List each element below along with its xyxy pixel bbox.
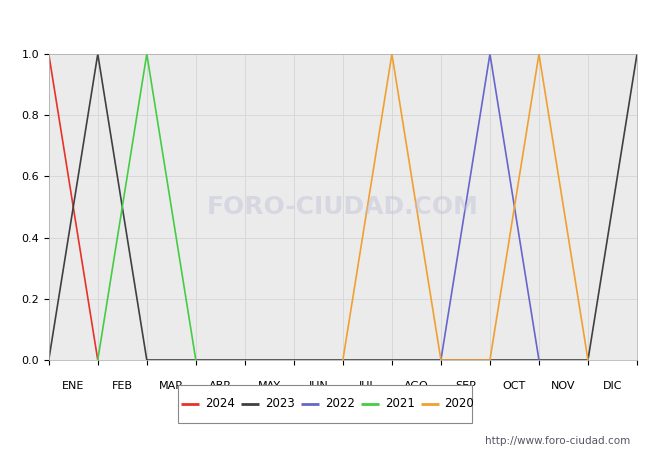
Text: MAY: MAY (258, 382, 281, 392)
Text: 2023: 2023 (265, 397, 295, 410)
Text: ENE: ENE (62, 382, 84, 392)
Text: http://www.foro-ciudad.com: http://www.foro-ciudad.com (486, 436, 630, 446)
Text: AGO: AGO (404, 382, 429, 392)
Text: 2021: 2021 (385, 397, 415, 410)
FancyBboxPatch shape (179, 385, 471, 423)
Text: OCT: OCT (503, 382, 526, 392)
Text: JUL: JUL (359, 382, 376, 392)
Text: SEP: SEP (455, 382, 476, 392)
Text: DIC: DIC (603, 382, 622, 392)
Text: 2020: 2020 (445, 397, 474, 410)
Text: Matriculaciones de Vehiculos en Anaya de Alba: Matriculaciones de Vehiculos en Anaya de… (112, 11, 538, 29)
Text: FORO-CIUDAD.COM: FORO-CIUDAD.COM (207, 195, 479, 219)
Text: MAR: MAR (159, 382, 184, 392)
Text: 2024: 2024 (205, 397, 235, 410)
Text: FEB: FEB (112, 382, 133, 392)
Text: NOV: NOV (551, 382, 576, 392)
Text: ABR: ABR (209, 382, 232, 392)
Text: JUN: JUN (309, 382, 328, 392)
Text: 2022: 2022 (325, 397, 355, 410)
